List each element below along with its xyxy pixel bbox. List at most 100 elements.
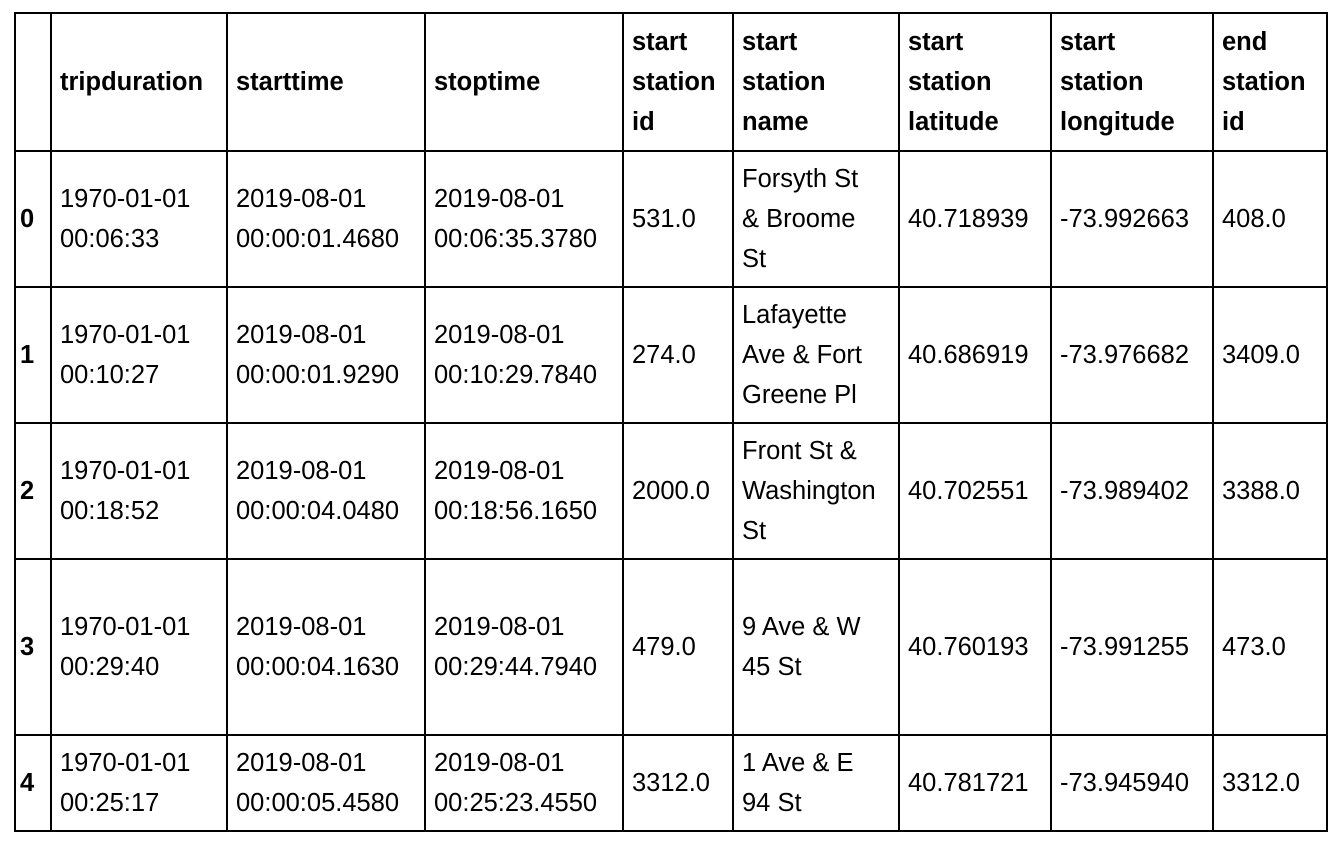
cell-text: latitude bbox=[908, 108, 999, 136]
cell-text: 2019-08-01 bbox=[236, 185, 367, 213]
table-cell: 2019-08-01 00:00:05.4580 bbox=[226, 734, 426, 832]
cell-text: -73.991255 bbox=[1060, 633, 1190, 661]
cell-text: start bbox=[908, 28, 964, 56]
cell-text: station bbox=[742, 68, 826, 96]
cell-text: 00:29:44.7940 bbox=[434, 653, 598, 681]
table-cell: 3312.0 bbox=[1212, 734, 1328, 832]
cell-text: 274.0 bbox=[632, 341, 696, 369]
cell-text: name bbox=[742, 108, 809, 136]
cell-text: & Broome bbox=[742, 205, 856, 233]
table-cell: 40.718939 bbox=[898, 150, 1052, 288]
cell-text: 00:29:40 bbox=[60, 653, 160, 681]
cell-text: Greene Pl bbox=[742, 381, 857, 409]
table-cell: 40.702551 bbox=[898, 422, 1052, 560]
table-cell: 2019-08-01 00:25:23.4550 bbox=[424, 734, 624, 832]
table-row: 1 1970-01-01 00:10:27 2019-08-01 00:00:01.92… bbox=[14, 286, 1328, 424]
cell-text: 1 Ave & E bbox=[742, 749, 854, 777]
column-header: starttime bbox=[226, 12, 426, 152]
table-cell: 1970-01-01 00:10:27 bbox=[50, 286, 228, 424]
table-body: 0 1970-01-01 00:06:33 2019-08-01 00:00:01.46… bbox=[14, 150, 1328, 832]
cell-text: station bbox=[632, 68, 716, 96]
table-cell: 1970-01-01 00:25:17 bbox=[50, 734, 228, 832]
cell-text: Washington bbox=[742, 477, 876, 505]
cell-text: 00:00:01.9290 bbox=[236, 361, 400, 389]
cell-text: 00:18:56.1650 bbox=[434, 497, 598, 525]
cell-text: 2019-08-01 bbox=[434, 457, 565, 485]
table-cell: 1970-01-01 00:06:33 bbox=[50, 150, 228, 288]
cell-text: St bbox=[742, 245, 767, 273]
dataframe-table: tripduration starttime stoptime start statio… bbox=[14, 12, 1328, 832]
cell-text: 1970-01-01 bbox=[60, 749, 191, 777]
cell-text: 00:25:17 bbox=[60, 789, 160, 817]
cell-text: 3409.0 bbox=[1222, 341, 1300, 369]
cell-text: 1970-01-01 bbox=[60, 321, 191, 349]
cell-text: tripduration bbox=[60, 68, 204, 96]
table-cell: 473.0 bbox=[1212, 558, 1328, 736]
table-cell: -73.989402 bbox=[1050, 422, 1214, 560]
cell-text: 9 Ave & W bbox=[742, 613, 861, 641]
table-cell: 2019-08-01 00:06:35.3780 bbox=[424, 150, 624, 288]
cell-text: 00:00:04.1630 bbox=[236, 653, 400, 681]
column-header: tripduration bbox=[50, 12, 228, 152]
cell-text: 2019-08-01 bbox=[434, 321, 565, 349]
table-cell: 2019-08-01 00:00:01.4680 bbox=[226, 150, 426, 288]
table-cell: 3388.0 bbox=[1212, 422, 1328, 560]
cell-text: 00:00:01.4680 bbox=[236, 225, 400, 253]
cell-text: -73.945940 bbox=[1060, 769, 1190, 797]
table-cell: 1970-01-01 00:29:40 bbox=[50, 558, 228, 736]
table-cell: 40.760193 bbox=[898, 558, 1052, 736]
cell-text: 00:18:52 bbox=[60, 497, 160, 525]
header-row: tripduration starttime stoptime start statio… bbox=[14, 12, 1328, 152]
cell-text: 00:00:04.0480 bbox=[236, 497, 400, 525]
column-header: start station latitude bbox=[898, 12, 1052, 152]
cell-text: 1970-01-01 bbox=[60, 613, 191, 641]
cell-text: -73.992663 bbox=[1060, 205, 1190, 233]
table-cell: Lafayette Ave & Fort Greene Pl bbox=[732, 286, 900, 424]
cell-text: end bbox=[1222, 28, 1268, 56]
row-index: 3 bbox=[14, 558, 52, 736]
table-cell: Forsyth St & Broome St bbox=[732, 150, 900, 288]
table-row: 2 1970-01-01 00:18:52 2019-08-01 00:00:04.04… bbox=[14, 422, 1328, 560]
table-cell: Front St & Washington St bbox=[732, 422, 900, 560]
cell-text: 00:10:29.7840 bbox=[434, 361, 598, 389]
table-cell: -73.991255 bbox=[1050, 558, 1214, 736]
cell-text: id bbox=[632, 108, 655, 136]
row-index: 0 bbox=[14, 150, 52, 288]
cell-text: -73.976682 bbox=[1060, 341, 1190, 369]
column-header: start station id bbox=[622, 12, 734, 152]
table-cell: 408.0 bbox=[1212, 150, 1328, 288]
table-cell: 2019-08-01 00:00:04.1630 bbox=[226, 558, 426, 736]
table-cell: 9 Ave & W 45 St bbox=[732, 558, 900, 736]
table-cell: 2019-08-01 00:29:44.7940 bbox=[424, 558, 624, 736]
cell-text: longitude bbox=[1060, 108, 1175, 136]
cell-text: 408.0 bbox=[1222, 205, 1286, 233]
cell-text: Ave & Fort bbox=[742, 341, 862, 369]
cell-text: 00:00:05.4580 bbox=[236, 789, 400, 817]
table-cell: -73.976682 bbox=[1050, 286, 1214, 424]
table-header: tripduration starttime stoptime start statio… bbox=[14, 12, 1328, 152]
table-cell: 2019-08-01 00:00:04.0480 bbox=[226, 422, 426, 560]
table-row: 0 1970-01-01 00:06:33 2019-08-01 00:00:01.46… bbox=[14, 150, 1328, 288]
table-cell: 2000.0 bbox=[622, 422, 734, 560]
cell-text: 00:06:33 bbox=[60, 225, 160, 253]
cell-text: 40.760193 bbox=[908, 633, 1029, 661]
cell-text: starttime bbox=[236, 68, 344, 96]
table-row: 4 1970-01-01 00:25:17 2019-08-01 00:00:05.45… bbox=[14, 734, 1328, 832]
cell-text: start bbox=[1060, 28, 1116, 56]
table-cell: 2019-08-01 00:18:56.1650 bbox=[424, 422, 624, 560]
cell-text: 1970-01-01 bbox=[60, 457, 191, 485]
column-header: start station longitude bbox=[1050, 12, 1214, 152]
cell-text: 2019-08-01 bbox=[434, 185, 565, 213]
cell-text: 00:25:23.4550 bbox=[434, 789, 598, 817]
row-index: 1 bbox=[14, 286, 52, 424]
cell-text: 2019-08-01 bbox=[236, 613, 367, 641]
cell-text: 40.718939 bbox=[908, 205, 1029, 233]
cell-text: 1970-01-01 bbox=[60, 185, 191, 213]
index-header bbox=[14, 12, 52, 152]
table-cell: -73.992663 bbox=[1050, 150, 1214, 288]
cell-text: 3312.0 bbox=[632, 769, 710, 797]
cell-text: 94 St bbox=[742, 789, 802, 817]
table-cell: 40.686919 bbox=[898, 286, 1052, 424]
cell-text: start bbox=[742, 28, 798, 56]
cell-text: St bbox=[742, 517, 767, 545]
